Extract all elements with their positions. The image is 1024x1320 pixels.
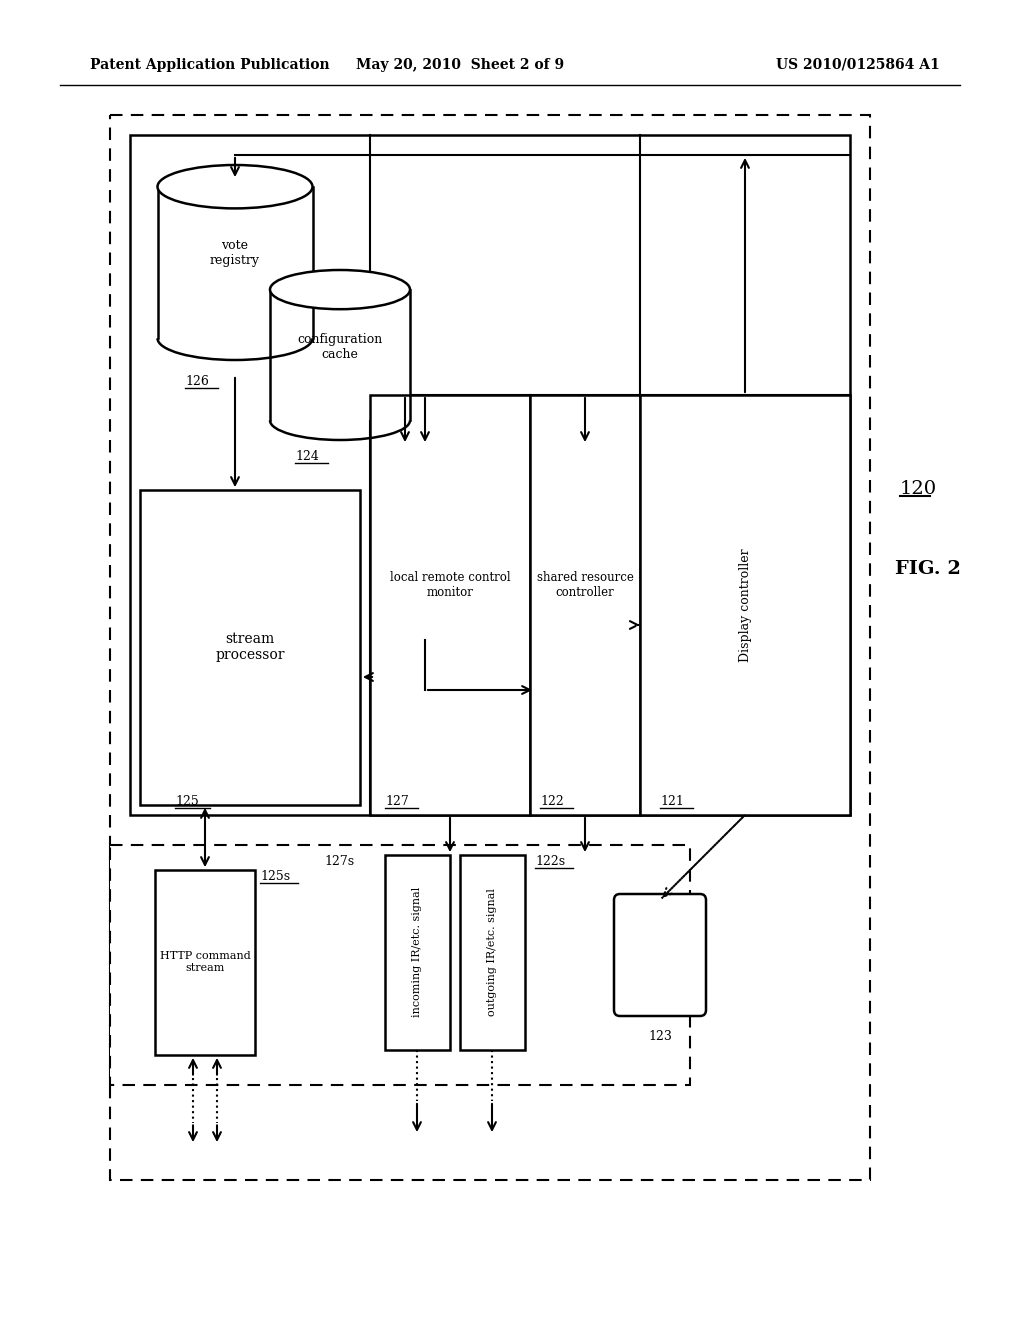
- Ellipse shape: [158, 165, 312, 209]
- Text: 121: 121: [660, 795, 684, 808]
- Text: 125s: 125s: [260, 870, 290, 883]
- Text: 127: 127: [385, 795, 409, 808]
- Text: incoming IR/etc. signal: incoming IR/etc. signal: [412, 887, 422, 1018]
- Bar: [270, 289, 410, 420]
- Bar: [155, 870, 255, 1055]
- Text: 125: 125: [175, 795, 199, 808]
- Bar: [530, 395, 640, 814]
- Bar: [385, 855, 450, 1049]
- Text: 126: 126: [185, 375, 209, 388]
- Bar: [130, 135, 850, 814]
- Bar: [110, 845, 690, 1085]
- Ellipse shape: [270, 271, 410, 309]
- FancyBboxPatch shape: [614, 894, 706, 1016]
- Text: 122: 122: [540, 795, 564, 808]
- Text: 124: 124: [295, 450, 318, 463]
- Text: FIG. 2: FIG. 2: [895, 560, 961, 578]
- Text: configuration
cache: configuration cache: [297, 333, 383, 360]
- Text: 123: 123: [648, 1030, 672, 1043]
- Bar: [370, 395, 530, 814]
- Bar: [460, 855, 525, 1049]
- Text: vote
registry: vote registry: [210, 239, 260, 267]
- Bar: [140, 490, 360, 805]
- Text: 120: 120: [900, 480, 937, 498]
- Bar: [640, 395, 850, 814]
- Text: HTTP command
stream: HTTP command stream: [160, 952, 251, 973]
- Text: local remote control
monitor: local remote control monitor: [390, 572, 510, 599]
- Text: shared resource
controller: shared resource controller: [537, 572, 634, 599]
- Text: 127s: 127s: [325, 855, 355, 869]
- Text: stream
processor: stream processor: [215, 632, 285, 663]
- Text: Patent Application Publication: Patent Application Publication: [90, 58, 330, 73]
- Text: US 2010/0125864 A1: US 2010/0125864 A1: [776, 58, 940, 73]
- Text: May 20, 2010  Sheet 2 of 9: May 20, 2010 Sheet 2 of 9: [356, 58, 564, 73]
- Bar: [158, 186, 312, 338]
- Bar: [110, 115, 870, 1180]
- Text: 122s: 122s: [535, 855, 565, 869]
- Text: outgoing IR/etc. signal: outgoing IR/etc. signal: [487, 888, 497, 1016]
- Text: Display controller: Display controller: [738, 548, 752, 661]
